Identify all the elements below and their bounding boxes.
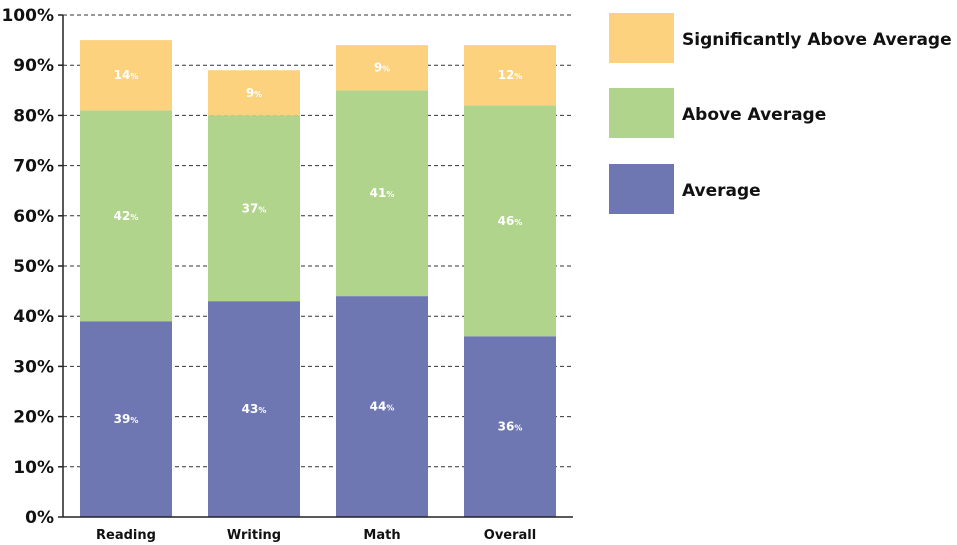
- y-tick-label: 30%: [13, 357, 54, 377]
- legend-swatch: [609, 88, 674, 138]
- bar-segment-writing-2: [208, 115, 300, 302]
- y-tick-label: 60%: [13, 207, 54, 227]
- bar-segment-overall-3: [464, 45, 556, 106]
- x-tick-label: Writing: [227, 528, 281, 543]
- x-tick-label: Math: [363, 528, 400, 543]
- bar-segment-overall-2: [464, 105, 556, 337]
- legend-label: Average: [682, 181, 761, 201]
- y-tick-label: 20%: [13, 408, 54, 428]
- legend: Significantly Above Average Above Average…: [609, 13, 952, 214]
- data-label: 46%: [498, 214, 523, 228]
- data-label: 43%: [242, 402, 267, 416]
- bar-segment-reading-2: [80, 110, 172, 322]
- bar-segment-reading-1: [80, 321, 172, 517]
- y-tick-label: 80%: [13, 106, 54, 126]
- bar-segment-math-1: [336, 296, 428, 517]
- y-tick-label: 70%: [13, 157, 54, 177]
- y-axis-ticks: 0% 10% 20% 30% 40% 50% 60% 70% 80% 90% 100%: [1, 6, 63, 528]
- bar-segment-reading-3: [80, 40, 172, 111]
- data-label: 12%: [498, 68, 523, 82]
- data-label: 39%: [114, 412, 139, 426]
- y-tick-label: 100%: [1, 6, 54, 26]
- y-tick-label: 10%: [13, 458, 54, 478]
- bar-segment-writing-1: [208, 301, 300, 517]
- data-label: 9%: [374, 61, 390, 75]
- bar-segment-writing-3: [208, 70, 300, 116]
- data-label: 42%: [114, 209, 139, 223]
- x-tick-label: Reading: [96, 528, 156, 543]
- y-tick-label: 40%: [13, 307, 54, 327]
- data-label: 9%: [246, 86, 262, 100]
- y-tick-label: 50%: [13, 257, 54, 277]
- data-label: 37%: [242, 201, 267, 215]
- y-tick-label: 90%: [13, 56, 54, 76]
- legend-label: Above Average: [682, 105, 826, 125]
- bar-segment-math-2: [336, 90, 428, 297]
- x-axis-ticks: Reading Writing Math Overall: [96, 528, 536, 543]
- x-tick-label: Overall: [484, 528, 536, 543]
- data-label: 41%: [370, 186, 395, 200]
- legend-swatch: [609, 164, 674, 214]
- y-tick-label: 0%: [25, 508, 54, 528]
- data-label: 14%: [114, 68, 139, 82]
- data-label: 44%: [370, 400, 395, 414]
- legend-swatch: [609, 13, 674, 63]
- legend-label: Significantly Above Average: [682, 30, 952, 50]
- data-label: 36%: [498, 420, 523, 434]
- bar-segment-math-3: [336, 45, 428, 91]
- bars: 39% 42% 14% 43% 37% 9% 44% 41% 9% 36% 46% 12%: [80, 40, 556, 517]
- bar-segment-overall-1: [464, 336, 556, 517]
